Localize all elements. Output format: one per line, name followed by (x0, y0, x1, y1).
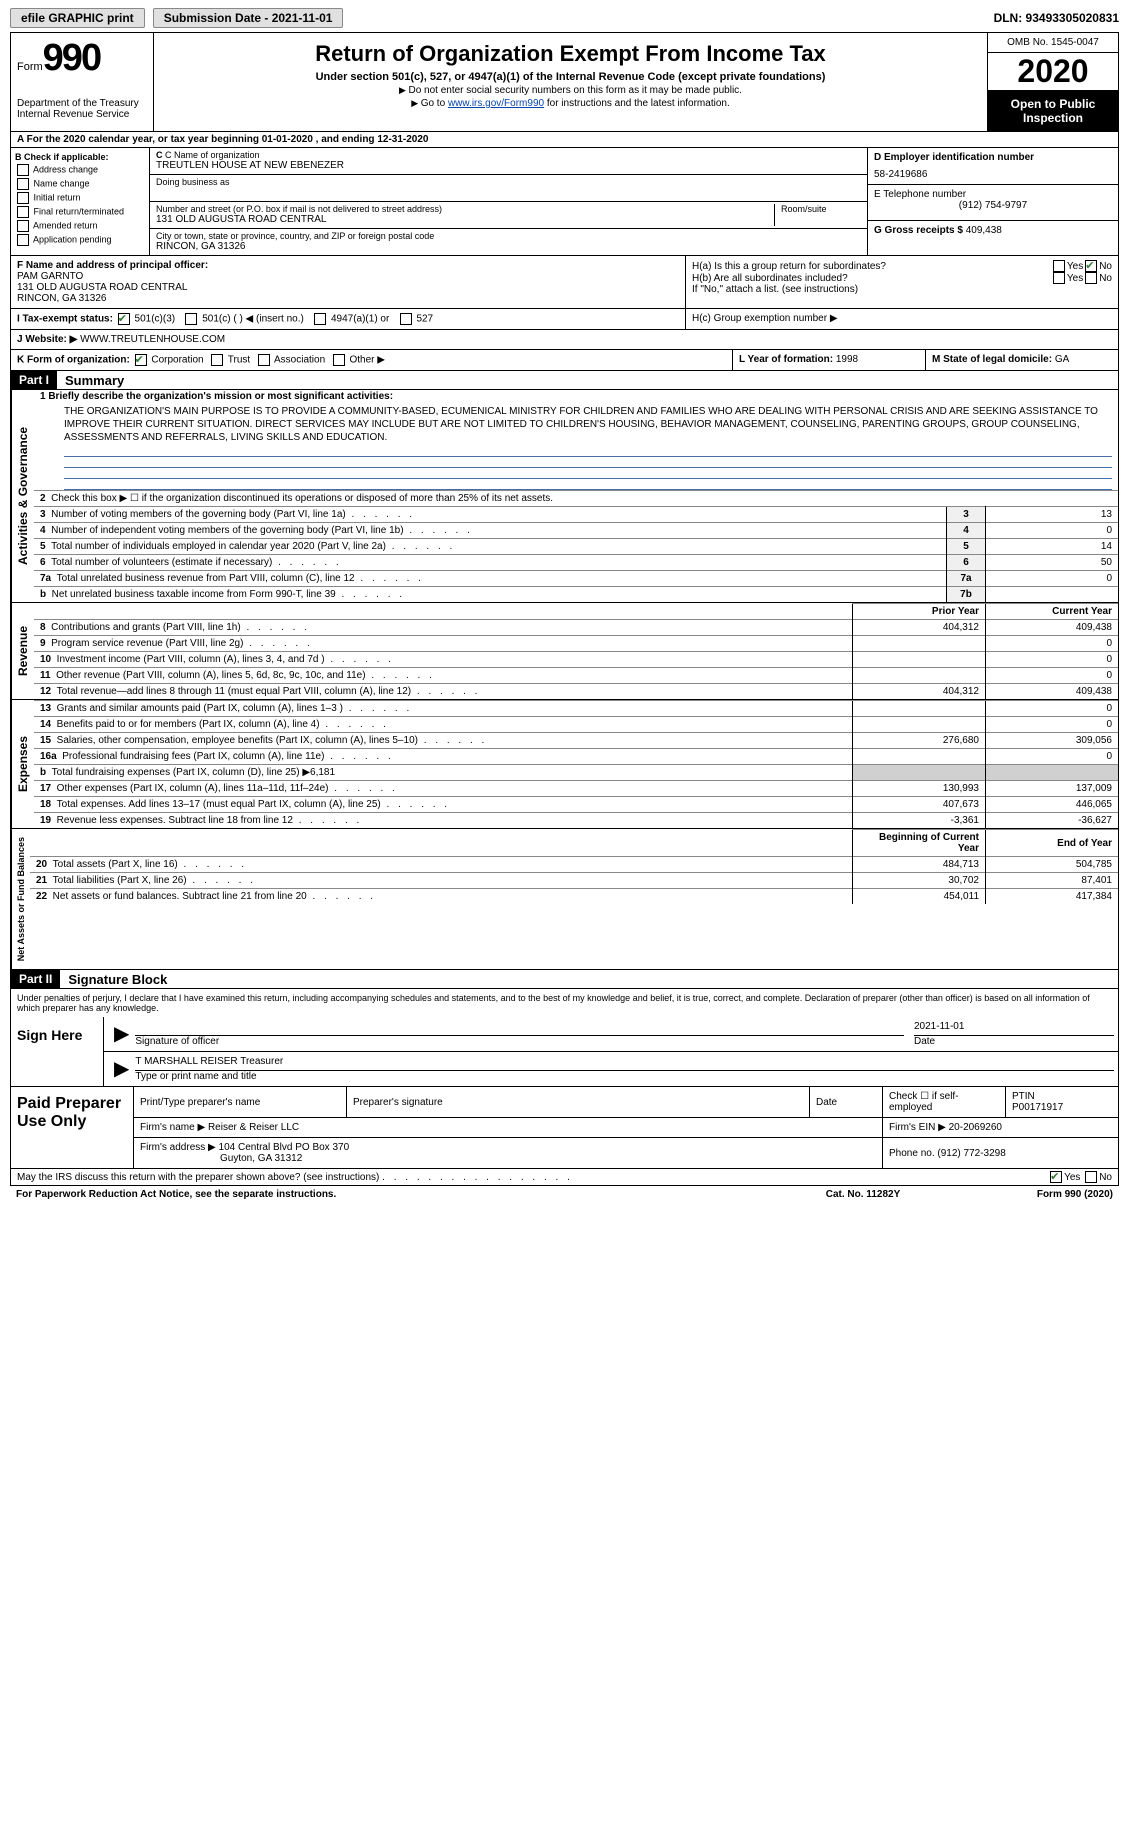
part1-header: Part I (11, 371, 57, 389)
checkbox-column-b: B Check if applicable: Address change Na… (11, 148, 150, 255)
irs-link[interactable]: www.irs.gov/Form990 (448, 98, 544, 109)
sign-date: 2021-11-01 (914, 1021, 1114, 1036)
dba-label: Doing business as (156, 177, 861, 187)
officer-name: T MARSHALL REISER Treasurer (135, 1056, 1114, 1071)
ein-label: D Employer identification number (874, 152, 1034, 163)
group-return-block: H(a) Is this a group return for subordin… (685, 256, 1118, 308)
table-row: 5 Total number of individuals employed i… (34, 539, 1118, 555)
applicable-checkbox[interactable] (17, 206, 29, 218)
firm-phone: (912) 772-3298 (937, 1148, 1005, 1159)
discuss-yes-checkbox[interactable] (1050, 1171, 1062, 1183)
street-label: Number and street (or P.O. box if mail i… (156, 204, 768, 214)
year-block: OMB No. 1545-0047 2020 Open to Public In… (987, 33, 1118, 131)
applicable-checkbox[interactable] (17, 220, 29, 232)
table-row: 12 Total revenue—add lines 8 through 11 … (34, 684, 1118, 700)
table-row: 16a Professional fundraising fees (Part … (34, 749, 1118, 765)
firm-name: Reiser & Reiser LLC (208, 1122, 299, 1133)
table-row: 19 Revenue less expenses. Subtract line … (34, 813, 1118, 829)
part2-header: Part II (11, 970, 60, 988)
side-label-revenue: Revenue (11, 603, 34, 699)
city-label: City or town, state or province, country… (156, 231, 861, 241)
form-title-block: Return of Organization Exempt From Incom… (154, 33, 987, 131)
firm-ein: 20-2069260 (949, 1122, 1002, 1133)
tax-exempt-status: I Tax-exempt status: 501(c)(3) 501(c) ( … (11, 309, 685, 329)
ptin-value: P00171917 (1012, 1102, 1063, 1113)
form-footer: Form 990 (2020) (963, 1189, 1113, 1200)
sign-arrow-icon: ▶ (108, 1056, 135, 1082)
gross-receipts: 409,438 (966, 225, 1002, 236)
table-row: 8 Contributions and grants (Part VIII, l… (34, 620, 1118, 636)
year-formation: L Year of formation: 1998 (732, 350, 925, 370)
sign-arrow-icon: ▶ (108, 1021, 135, 1047)
table-row: 4 Number of independent voting members o… (34, 523, 1118, 539)
form-of-org: K Form of organization: Corporation Trus… (11, 350, 732, 370)
state-domicile: M State of legal domicile: GA (925, 350, 1118, 370)
paperwork-notice: For Paperwork Reduction Act Notice, see … (16, 1189, 763, 1200)
org-name: TREUTLEN HOUSE AT NEW EBENEZER (156, 160, 861, 171)
irs-discuss-question: May the IRS discuss this return with the… (17, 1172, 1048, 1183)
dln-label: DLN: 93493305020831 (994, 11, 1119, 25)
table-row: 13 Grants and similar amounts paid (Part… (34, 701, 1118, 717)
table-row: 20 Total assets (Part X, line 16)484,713… (30, 857, 1118, 873)
table-row: 10 Investment income (Part VIII, column … (34, 652, 1118, 668)
applicable-checkbox[interactable] (17, 192, 29, 204)
tax-year-row: A For the 2020 calendar year, or tax yea… (10, 132, 1119, 148)
org-name-label: C C Name of organization (156, 150, 861, 160)
table-row: 21 Total liabilities (Part X, line 26)30… (30, 873, 1118, 889)
city-state-zip: RINCON, GA 31326 (156, 241, 861, 252)
table-row: 7a Total unrelated business revenue from… (34, 571, 1118, 587)
table-row: 15 Salaries, other compensation, employe… (34, 733, 1118, 749)
side-label-expenses: Expenses (11, 700, 34, 828)
phone-label: E Telephone number (874, 189, 1112, 200)
table-row: b Total fundraising expenses (Part IX, c… (34, 765, 1118, 781)
group-exemption: H(c) Group exemption number ▶ (685, 309, 1118, 329)
perjury-declaration: Under penalties of perjury, I declare th… (11, 989, 1118, 1017)
part1-title: Summary (57, 373, 124, 388)
table-row: 9 Program service revenue (Part VIII, li… (34, 636, 1118, 652)
applicable-checkbox[interactable] (17, 234, 29, 246)
street-address: 131 OLD AUGUSTA ROAD CENTRAL (156, 214, 768, 225)
part2-title: Signature Block (60, 972, 167, 987)
table-row: 17 Other expenses (Part IX, column (A), … (34, 781, 1118, 797)
page-title: Return of Organization Exempt From Incom… (158, 41, 983, 67)
efile-print-button[interactable]: efile GRAPHIC print (10, 8, 145, 28)
paid-preparer-label: Paid Preparer Use Only (11, 1087, 134, 1168)
phone-value: (912) 754-9797 (874, 200, 1112, 211)
principal-officer-block: F Name and address of principal officer:… (11, 256, 685, 308)
discuss-no-checkbox[interactable] (1085, 1171, 1097, 1183)
table-row: 14 Benefits paid to or for members (Part… (34, 717, 1118, 733)
mission-text: THE ORGANIZATION'S MAIN PURPOSE IS TO PR… (34, 403, 1118, 446)
table-row: 18 Total expenses. Add lines 13–17 (must… (34, 797, 1118, 813)
side-label-governance: Activities & Governance (11, 390, 34, 602)
ein-value: 58-2419686 (874, 169, 1112, 180)
table-row: 22 Net assets or fund balances. Subtract… (30, 889, 1118, 905)
applicable-checkbox[interactable] (17, 164, 29, 176)
table-row: 6 Total number of volunteers (estimate i… (34, 555, 1118, 571)
side-label-netassets: Net Assets or Fund Balances (11, 829, 30, 969)
website-row: J Website: ▶ WWW.TREUTLENHOUSE.COM (11, 330, 1118, 349)
table-row: b Net unrelated business taxable income … (34, 587, 1118, 603)
table-row: 3 Number of voting members of the govern… (34, 507, 1118, 523)
table-row: 2 Check this box ▶ ☐ if the organization… (34, 491, 1118, 507)
submission-date-button[interactable]: Submission Date - 2021-11-01 (153, 8, 344, 28)
catalog-number: Cat. No. 11282Y (763, 1189, 963, 1200)
table-row: 11 Other revenue (Part VIII, column (A),… (34, 668, 1118, 684)
applicable-checkbox[interactable] (17, 178, 29, 190)
sign-here-label: Sign Here (11, 1017, 104, 1086)
form-id-block: Form990 Department of the Treasury Inter… (11, 33, 154, 131)
